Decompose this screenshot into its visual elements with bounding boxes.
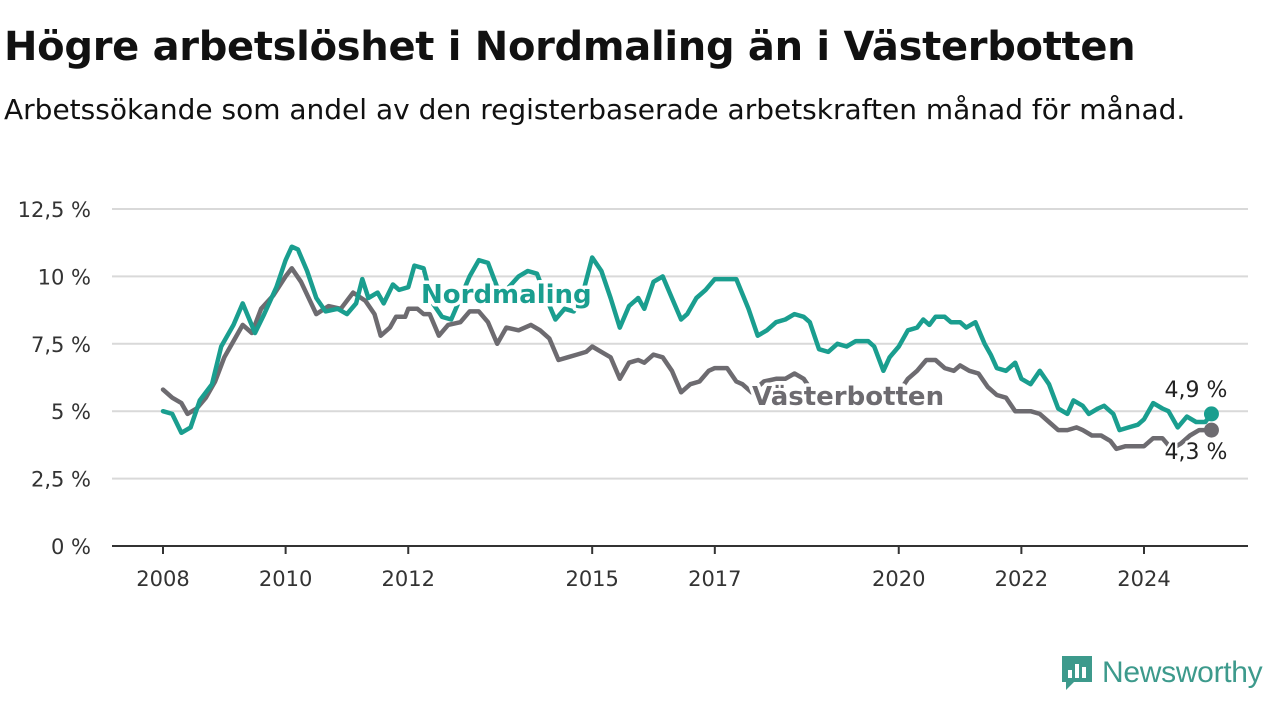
y-tick-labels: 0 % 2,5 % 5 % 7,5 % 10 % 12,5 % [18,198,91,559]
x-tick-label: 2020 [872,567,925,591]
series-end-label: 4,9 % [1165,378,1228,403]
y-tick-label: 2,5 % [31,468,91,492]
series-name-label: Nordmaling [421,280,592,310]
y-tick-label: 0 % [51,535,91,559]
x-tick-label: 2024 [1117,567,1170,591]
chart-title: Högre arbetslöshet i Nordmaling än i Väs… [4,24,1136,70]
series-end-point [1203,406,1219,422]
series-labels: Nordmaling Västerbotten 4,9 % 4,3 % [418,277,1230,468]
chart-bubble-icon [1062,656,1092,690]
x-tick-label: 2022 [995,567,1048,591]
series-end-label: 4,3 % [1165,440,1228,465]
series-name-label: Västerbotten [752,382,944,412]
x-tick-labels: 2008 2010 2012 2015 2017 2020 2022 2024 [136,546,1171,591]
chart-subtitle: Arbetssökande som andel av den registerb… [4,93,1186,126]
x-tick-label: 2017 [688,567,741,591]
series-line [160,244,1214,436]
series-lines [160,244,1219,452]
series-line [160,266,1214,452]
brand-logo: Newsworthy [1060,654,1263,692]
y-tick-label: 7,5 % [31,333,91,357]
x-tick-label: 2015 [565,567,618,591]
brand-name: Newsworthy [1102,656,1263,689]
grid-lines [112,208,1248,480]
series-end-point [1203,422,1219,438]
x-tick-label: 2008 [136,567,189,591]
y-tick-label: 5 % [51,400,91,424]
y-tick-label: 10 % [38,265,91,289]
x-tick-label: 2012 [382,567,435,591]
y-tick-label: 12,5 % [18,198,91,222]
x-tick-label: 2010 [259,567,312,591]
